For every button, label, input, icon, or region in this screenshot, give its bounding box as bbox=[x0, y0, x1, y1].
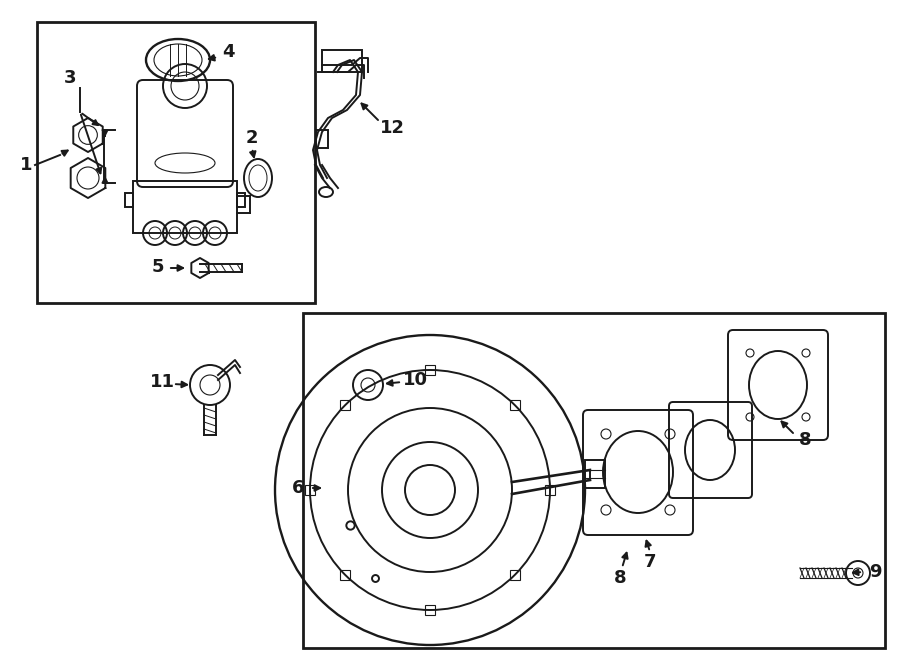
Text: 1: 1 bbox=[20, 156, 32, 174]
Bar bbox=[340, 400, 350, 410]
Text: 11: 11 bbox=[149, 373, 175, 391]
Text: 10: 10 bbox=[402, 371, 428, 389]
Text: 4: 4 bbox=[221, 43, 234, 61]
Bar bbox=[425, 605, 435, 615]
Bar bbox=[37, 22, 315, 303]
Bar bbox=[510, 400, 520, 410]
Bar bbox=[585, 460, 605, 488]
Bar bbox=[133, 181, 237, 233]
Text: 12: 12 bbox=[380, 119, 404, 137]
Bar bbox=[305, 485, 315, 495]
Text: 3: 3 bbox=[64, 69, 76, 87]
Bar bbox=[316, 130, 328, 148]
Bar bbox=[510, 570, 520, 580]
Text: 8: 8 bbox=[614, 569, 626, 587]
Text: 8: 8 bbox=[798, 431, 811, 449]
Bar bbox=[303, 313, 885, 648]
Bar bbox=[425, 365, 435, 375]
Text: 9: 9 bbox=[868, 563, 881, 581]
Bar bbox=[340, 570, 350, 580]
Bar bbox=[545, 485, 555, 495]
Bar bbox=[237, 193, 245, 207]
Bar bbox=[125, 193, 133, 207]
Bar bbox=[322, 50, 362, 72]
Text: 7: 7 bbox=[644, 553, 656, 571]
Text: 5: 5 bbox=[152, 258, 164, 276]
Text: 2: 2 bbox=[246, 129, 258, 147]
Text: 6: 6 bbox=[292, 479, 304, 497]
